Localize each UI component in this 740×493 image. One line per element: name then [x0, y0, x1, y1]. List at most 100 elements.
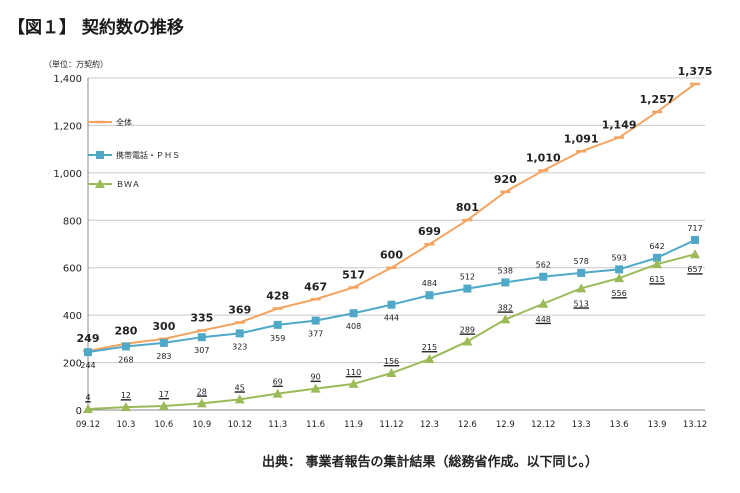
series-all-label: 517 [342, 268, 365, 281]
series-mobile-marker [539, 272, 548, 281]
x-tick-label: 10.6 [154, 420, 173, 430]
y-tick-label: 400 [63, 311, 82, 322]
series-all-label: 600 [380, 249, 403, 262]
y-tick-label: 1,200 [53, 121, 82, 132]
y-tick-label: 0 [76, 406, 82, 417]
source-note: 出典： 事業者報告の集計結果（総務省作成。以下同じ。） [262, 454, 598, 470]
series-all-label: 1,010 [526, 151, 561, 164]
series-mobile-marker [501, 278, 510, 287]
x-tick-label: 12.3 [420, 420, 439, 430]
unit-label: （単位：万契約） [44, 59, 108, 69]
series-mobile-marker [691, 235, 699, 244]
series-bwa-label: 382 [498, 303, 513, 312]
series-mobile-label: 593 [611, 253, 626, 262]
series-bwa-label: 4 [85, 393, 90, 402]
series-mobile-label: 562 [536, 261, 551, 270]
x-tick-label: 13.9 [648, 420, 667, 430]
series-all-label: 300 [152, 320, 175, 333]
legend-mobile-label: 携帯電話・ＰＨＳ [116, 150, 180, 160]
x-tick-label: 09.12 [76, 420, 100, 430]
series-bwa-marker [652, 259, 663, 269]
series-mobile-label: 538 [498, 266, 513, 275]
series-all-label: 280 [114, 325, 137, 338]
series-mobile-label: 642 [649, 242, 664, 251]
series-mobile-label: 484 [422, 279, 437, 288]
x-tick-label: 11.6 [306, 420, 325, 430]
series-bwa-marker [386, 368, 397, 378]
series-bwa-marker [462, 336, 473, 346]
x-tick-label: 13.3 [572, 420, 591, 430]
series-mobile-label: 359 [270, 334, 285, 343]
series-bwa-marker [310, 383, 321, 393]
x-tick-label: 12.12 [531, 420, 555, 430]
series-bwa-label: 448 [536, 315, 551, 324]
series-bwa-label: 156 [384, 357, 399, 366]
series-mobile-label: 444 [384, 314, 399, 323]
series-all-label: 369 [228, 303, 251, 316]
y-tick-label: 1,400 [53, 74, 82, 85]
x-tick-label: 13.12 [683, 420, 707, 430]
series-all-label: 801 [456, 201, 479, 214]
series-bwa-label: 12 [121, 391, 131, 400]
series-mobile-marker [653, 253, 662, 262]
series-bwa-marker [83, 404, 93, 414]
series-bwa-label: 110 [346, 368, 361, 377]
legend-all-label: 全体 [116, 117, 132, 127]
series-bwa-label: 289 [460, 325, 475, 334]
x-tick-label: 11.3 [268, 420, 287, 430]
series-bwa-label: 17 [159, 390, 169, 399]
x-tick-label: 12.6 [458, 420, 477, 430]
series-bwa-label: 513 [574, 299, 589, 308]
y-tick-label: 800 [63, 216, 82, 227]
series-bwa-marker [158, 400, 169, 410]
axis-layer: 0 200 400 600 800 1,000 1,200 1,400 09.12 10.3 10.… [53, 74, 707, 430]
series-bwa-marker [95, 179, 105, 188]
series-all-label: 1,091 [564, 132, 599, 145]
series-all-label: 428 [266, 290, 289, 303]
series-mobile-marker [273, 320, 282, 329]
x-tick-label: 10.3 [116, 420, 135, 430]
series-mobile-marker [577, 268, 586, 277]
series-bwa-label: 615 [649, 275, 664, 284]
series-bwa-label: 28 [197, 387, 207, 396]
series-mobile-label: 283 [156, 352, 171, 361]
series-bwa-marker [348, 378, 359, 388]
series-bwa-marker [196, 398, 207, 408]
series-mobile-label: 323 [232, 342, 247, 351]
series-mobile-marker [615, 265, 624, 274]
x-tick-label: 10.9 [192, 420, 211, 430]
grid-layer [88, 77, 705, 411]
series-layer [83, 82, 700, 414]
series-mobile-label: 377 [308, 330, 323, 339]
y-tick-label: 200 [63, 359, 82, 370]
series-mobile-marker [387, 300, 396, 309]
series-mobile-marker [463, 284, 472, 293]
series-bwa-label: 556 [611, 289, 626, 298]
series-mobile-marker [349, 309, 358, 318]
series-mobile-label: 578 [574, 257, 589, 266]
series-bwa-marker [538, 298, 549, 308]
series-all-label: 1,257 [640, 93, 675, 106]
series-mobile-marker [197, 333, 206, 342]
series-mobile-marker [159, 338, 168, 347]
series-all-label: 1,149 [602, 119, 637, 132]
series-bwa-marker [234, 394, 245, 404]
series-mobile-label: 408 [346, 322, 361, 331]
series-all-label: 335 [190, 312, 213, 325]
series-mobile-marker [121, 342, 130, 351]
x-tick-label: 11.12 [379, 420, 403, 430]
series-bwa-marker [576, 283, 587, 293]
series-all-label: 699 [418, 225, 441, 238]
series-mobile-marker [235, 329, 244, 338]
legend-bwa-label: ＢＷＡ [116, 180, 140, 189]
series-bwa-label: 215 [422, 343, 437, 352]
x-tick-label: 12.9 [496, 420, 515, 430]
series-bwa-marker [500, 314, 511, 324]
x-tick-label: 13.6 [610, 420, 629, 430]
series-bwa-line [87, 253, 696, 411]
series-mobile-marker [96, 151, 104, 159]
series-all-label: 249 [77, 332, 100, 345]
